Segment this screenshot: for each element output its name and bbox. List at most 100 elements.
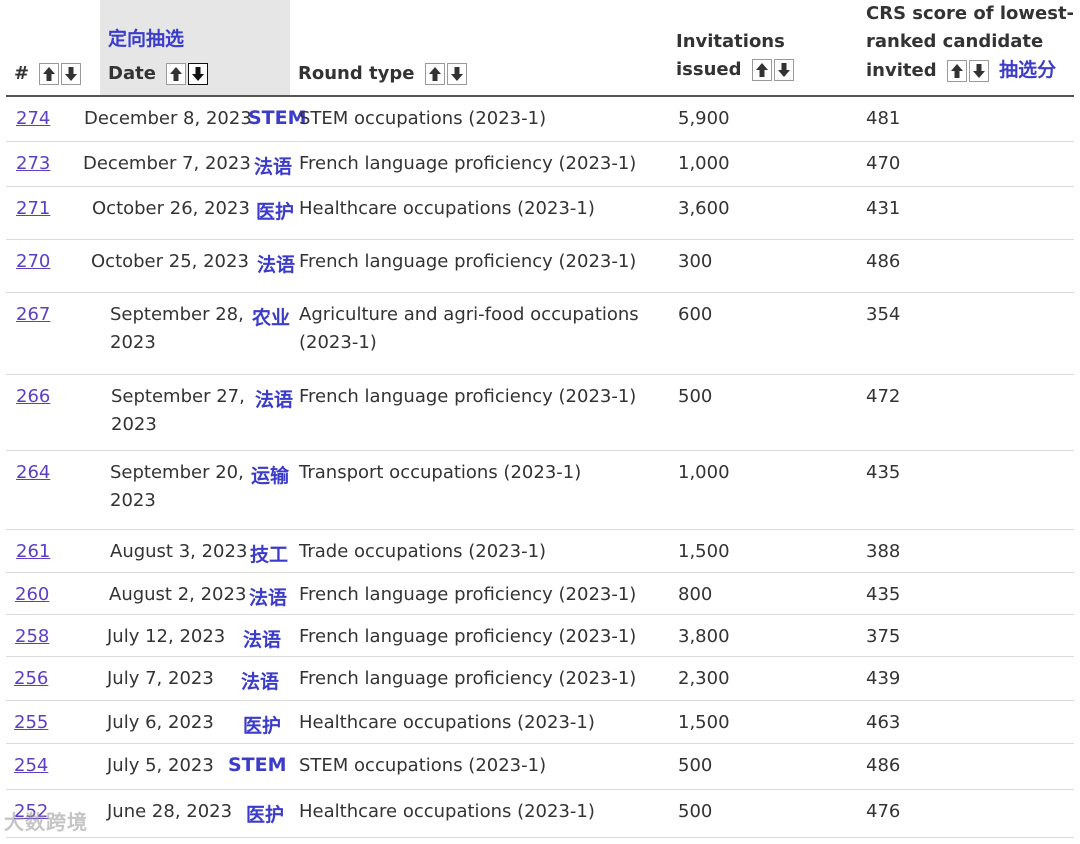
- round-type: Healthcare occupations (2023-1): [299, 801, 595, 822]
- draw-number-link[interactable]: 256: [14, 668, 49, 689]
- row-divider: [6, 141, 1074, 142]
- draw-number-link[interactable]: 254: [14, 755, 49, 776]
- table-row: 258 July 12, 2023 法语 French language profic…: [6, 615, 1074, 657]
- sort-up-button[interactable]: [946, 60, 967, 82]
- sort-up-button[interactable]: [39, 63, 60, 85]
- sort-down-button[interactable]: [188, 63, 209, 85]
- arrow-up-icon: [170, 67, 183, 81]
- crs-sort-buttons: [946, 60, 989, 82]
- category-tag: 技工: [250, 544, 289, 566]
- row-divider: [6, 572, 1074, 573]
- round-type: French language proficiency (2023-1): [299, 668, 637, 689]
- round-type: Agriculture and agri-food occupations (20…: [299, 304, 639, 353]
- table-row: 252 June 28, 2023 医护 Healthcare occupations…: [6, 790, 1074, 838]
- invitations-issued: 300: [678, 251, 713, 272]
- draw-number-link[interactable]: 266: [16, 386, 51, 407]
- round-type: STEM occupations (2023-1): [299, 108, 547, 129]
- draw-date: June 28, 2023: [107, 801, 233, 822]
- date-annotation: 定向抽选: [108, 28, 185, 50]
- table-row: 266 September 27, 2023 法语 French language pr…: [6, 375, 1074, 451]
- crs-score: 354: [866, 304, 901, 325]
- row-divider: [6, 450, 1074, 451]
- table-row: 267 September 28, 2023 农业 Agriculture and ag…: [6, 293, 1074, 375]
- sort-down-button[interactable]: [773, 59, 794, 81]
- sort-up-button[interactable]: [751, 59, 772, 81]
- draw-date: October 25, 2023: [91, 251, 249, 272]
- invitations-issued: 3,800: [678, 626, 730, 647]
- arrow-down-icon: [972, 64, 985, 78]
- draw-number-link[interactable]: 258: [15, 626, 50, 647]
- draw-number-link[interactable]: 252: [14, 801, 49, 822]
- crs-score: 470: [866, 153, 901, 174]
- crs-score: 481: [866, 108, 901, 129]
- draw-number-link[interactable]: 274: [16, 108, 51, 129]
- sort-up-button[interactable]: [166, 63, 187, 85]
- round-type: French language proficiency (2023-1): [299, 251, 637, 272]
- draw-date: August 2, 2023: [109, 584, 247, 605]
- row-divider: [6, 292, 1074, 293]
- invitations-sort-buttons: [751, 59, 794, 81]
- draw-date: September 20, 2023: [110, 462, 244, 511]
- num-sort-buttons: [39, 63, 82, 85]
- crs-score: 435: [866, 462, 901, 483]
- sort-up-button[interactable]: [424, 63, 445, 85]
- header-divider: [6, 95, 1074, 97]
- invitations-issued: 500: [678, 386, 713, 407]
- arrow-down-icon: [450, 67, 463, 81]
- draw-date: July 6, 2023: [107, 712, 214, 733]
- category-tag: 法语: [243, 629, 282, 651]
- crs-score: 476: [866, 801, 901, 822]
- draw-date: July 7, 2023: [107, 668, 214, 689]
- watermark: 大数跨境: [4, 810, 88, 834]
- invitations-issued: 500: [678, 755, 713, 776]
- table-row: 256 July 7, 2023 法语 French language profici…: [6, 657, 1074, 701]
- arrow-up-icon: [43, 67, 56, 81]
- crs-score: 486: [866, 251, 901, 272]
- round-type: French language proficiency (2023-1): [299, 584, 637, 605]
- table-row: 274 December 8, 2023 STEM STEM occupations …: [6, 97, 1074, 142]
- draw-number-link[interactable]: 260: [15, 584, 50, 605]
- draw-number-link[interactable]: 273: [16, 153, 51, 174]
- crs-score: 435: [866, 584, 901, 605]
- draw-number-link[interactable]: 270: [16, 251, 51, 272]
- invitations-issued: 500: [678, 801, 713, 822]
- arrow-up-icon: [755, 63, 768, 77]
- header-num: #: [14, 60, 82, 88]
- draw-number-link[interactable]: 255: [14, 712, 49, 733]
- crs-annotation: 抽选分: [999, 59, 1057, 81]
- row-divider: [6, 656, 1074, 657]
- category-tag: 医护: [256, 201, 295, 223]
- category-tag: STEM: [248, 107, 307, 129]
- invitations-issued: 1,500: [678, 541, 730, 562]
- category-tag: 法语: [255, 389, 294, 411]
- category-tag: STEM: [228, 754, 287, 776]
- table-row: 260 August 2, 2023 法语 French language profi…: [6, 573, 1074, 615]
- invitations-issued: 5,900: [678, 108, 730, 129]
- draw-date: October 26, 2023: [92, 198, 250, 219]
- invitations-issued: 1,500: [678, 712, 730, 733]
- header-date: Date: [108, 60, 209, 88]
- draw-number-link[interactable]: 261: [16, 541, 51, 562]
- row-divider: [6, 700, 1074, 701]
- arrow-down-icon: [192, 67, 205, 81]
- arrow-up-icon: [950, 64, 963, 78]
- sort-down-button[interactable]: [446, 63, 467, 85]
- draw-date: September 28, 2023: [110, 304, 244, 353]
- round-type: French language proficiency (2023-1): [299, 626, 637, 647]
- crs-score: 431: [866, 198, 901, 219]
- crs-score: 375: [866, 626, 901, 647]
- sort-down-button[interactable]: [968, 60, 989, 82]
- sort-down-button[interactable]: [61, 63, 82, 85]
- draw-number-link[interactable]: 267: [16, 304, 51, 325]
- row-divider: [6, 743, 1074, 744]
- round-type: STEM occupations (2023-1): [299, 755, 547, 776]
- row-divider: [6, 239, 1074, 240]
- draw-date: December 7, 2023: [83, 153, 251, 174]
- table-row: 271 October 26, 2023 医护 Healthcare occupati…: [6, 187, 1074, 240]
- round-type: Healthcare occupations (2023-1): [299, 198, 595, 219]
- draw-number-link[interactable]: 271: [16, 198, 51, 219]
- category-tag: 运输: [251, 465, 290, 487]
- invitations-issued: 800: [678, 584, 713, 605]
- draw-number-link[interactable]: 264: [16, 462, 51, 483]
